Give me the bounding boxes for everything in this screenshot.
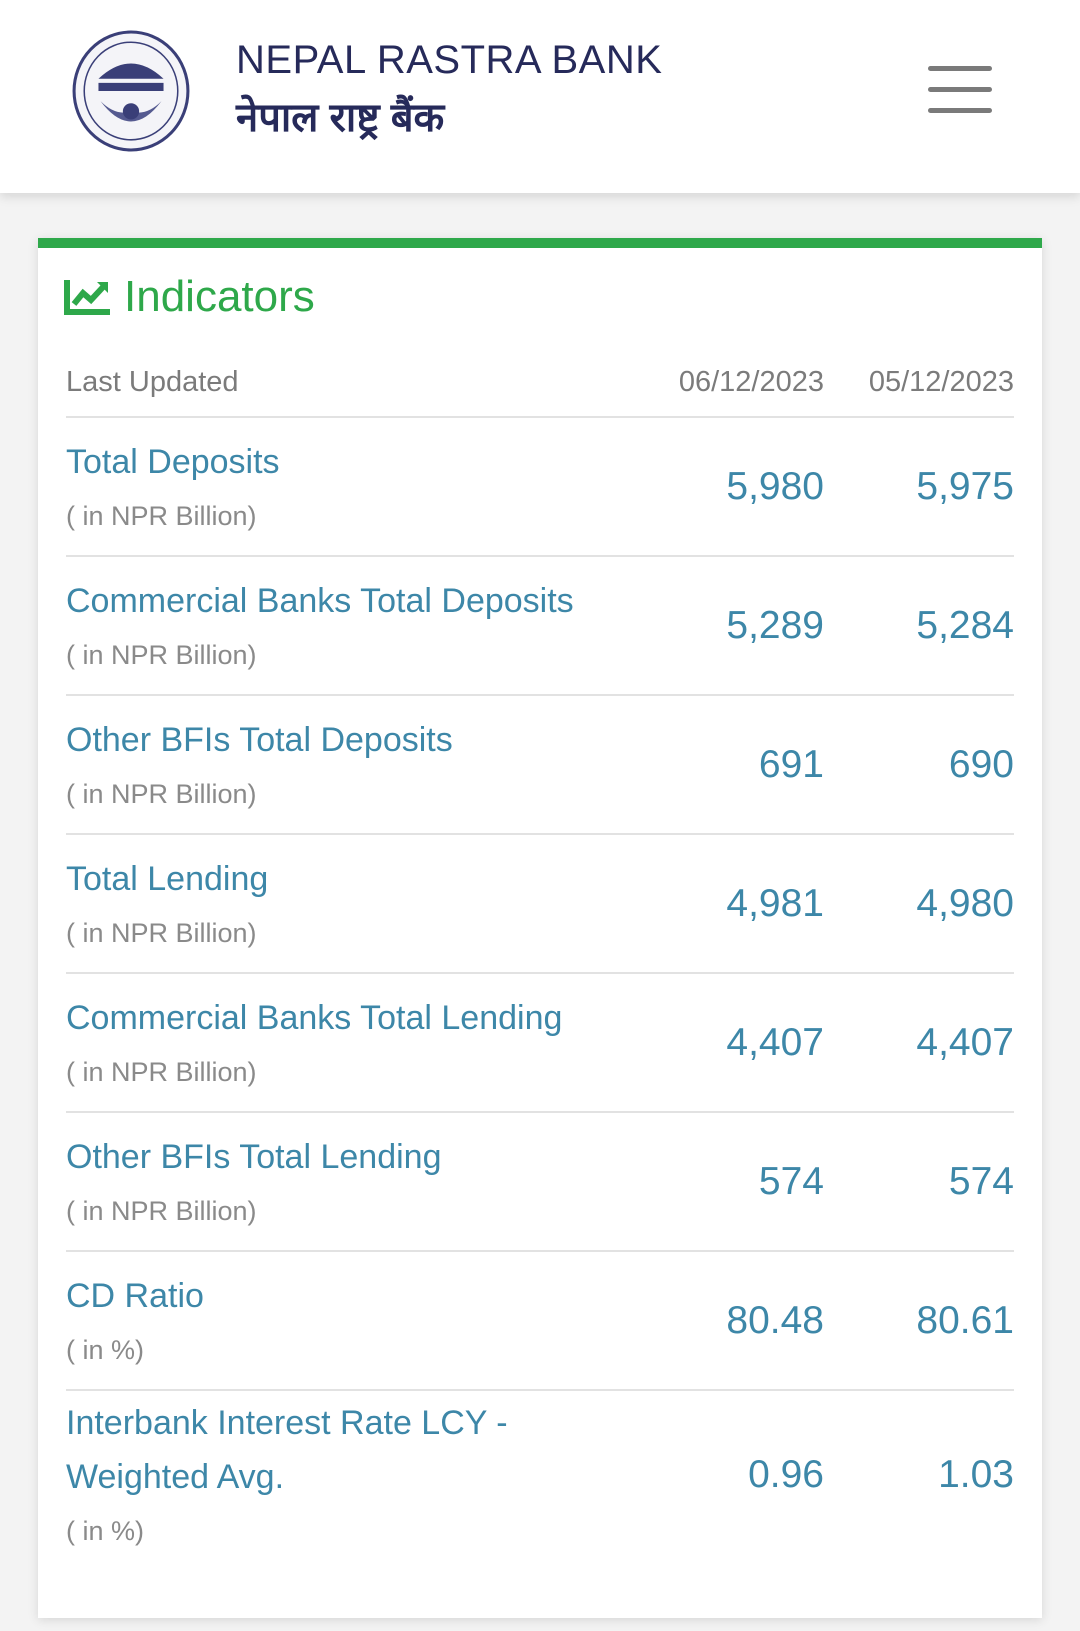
indicator-name: Total Deposits (66, 442, 280, 481)
indicator-row: Other BFIs Total Deposits ( in NPR Billi… (66, 694, 1014, 833)
indicator-label: Total Deposits ( in NPR Billion) (66, 431, 634, 543)
indicator-row: Total Deposits ( in NPR Billion) 5,980 5… (66, 416, 1014, 555)
indicator-name: Commercial Banks Total Lending (66, 998, 563, 1037)
brand-name-nepali: नेपाल राष्ट्र बैंक (236, 96, 445, 140)
indicators-card: Indicators Last Updated 06/12/2023 05/12… (38, 238, 1042, 1618)
indicator-name: Other BFIs Total Deposits (66, 720, 453, 759)
indicator-unit: ( in NPR Billion) (66, 1195, 257, 1226)
header: NEPAL RASTRA BANK नेपाल राष्ट्र बैंक (0, 0, 1080, 193)
indicator-name: Commercial Banks Total Deposits (66, 581, 574, 620)
date-column-2: 05/12/2023 (868, 366, 1014, 398)
indicator-name: Interbank Interest Rate LCY - Weighted A… (66, 1404, 508, 1496)
indicator-label: Interbank Interest Rate LCY - Weighted A… (66, 1392, 634, 1558)
indicator-value-2: 574 (948, 1159, 1014, 1203)
indicator-unit: ( in NPR Billion) (66, 639, 257, 670)
indicator-value-2: 1.03 (938, 1453, 1014, 1496)
indicator-name: Total Lending (66, 859, 269, 898)
card-title-text: Indicators (124, 272, 315, 321)
date-column-1: 06/12/2023 (678, 366, 824, 398)
indicator-value-2: 5,284 (916, 603, 1014, 647)
indicator-value-1: 0.96 (748, 1453, 824, 1496)
indicator-value-2: 5,975 (916, 464, 1014, 508)
indicator-label: Commercial Banks Total Deposits ( in NPR… (66, 570, 634, 682)
indicator-row: CD Ratio ( in %) 80.48 80.61 (66, 1250, 1014, 1389)
last-updated-header: Last Updated 06/12/2023 05/12/2023 (66, 366, 1014, 399)
indicator-name: Other BFIs Total Lending (66, 1137, 442, 1176)
indicator-label: CD Ratio ( in %) (66, 1265, 634, 1377)
indicator-value-1: 4,981 (726, 881, 824, 925)
indicator-row: Other BFIs Total Lending ( in NPR Billio… (66, 1111, 1014, 1250)
indicator-row: Total Lending ( in NPR Billion) 4,981 4,… (66, 833, 1014, 972)
indicator-value-1: 574 (758, 1159, 824, 1203)
indicator-row: Commercial Banks Total Deposits ( in NPR… (66, 555, 1014, 694)
indicator-value-1: 5,289 (726, 603, 824, 647)
bank-logo[interactable] (70, 30, 192, 152)
indicator-label: Commercial Banks Total Lending ( in NPR … (66, 987, 634, 1099)
card-title: Indicators (64, 272, 315, 322)
indicator-value-1: 4,407 (726, 1020, 824, 1064)
indicator-value-2: 690 (948, 742, 1014, 786)
brand-name-english: NEPAL RASTRA BANK (236, 38, 663, 82)
indicator-unit: ( in NPR Billion) (66, 500, 257, 531)
line-chart-icon (64, 280, 110, 315)
hamburger-menu-icon[interactable] (928, 66, 992, 116)
indicator-unit: ( in NPR Billion) (66, 917, 257, 948)
indicator-value-2: 4,407 (916, 1020, 1014, 1064)
indicator-label: Other BFIs Total Lending ( in NPR Billio… (66, 1126, 634, 1238)
indicator-unit: ( in %) (66, 1516, 145, 1546)
indicator-unit: ( in NPR Billion) (66, 1056, 257, 1087)
indicator-row: Commercial Banks Total Lending ( in NPR … (66, 972, 1014, 1111)
indicator-row: Interbank Interest Rate LCY - Weighted A… (66, 1389, 1014, 1559)
indicator-name: CD Ratio (66, 1276, 204, 1315)
indicator-unit: ( in NPR Billion) (66, 778, 257, 809)
indicator-value-2: 4,980 (916, 881, 1014, 925)
indicator-label: Total Lending ( in NPR Billion) (66, 848, 634, 960)
indicator-value-1: 5,980 (726, 464, 824, 508)
indicator-value-2: 80.61 (916, 1298, 1014, 1342)
indicator-unit: ( in %) (66, 1334, 145, 1365)
indicator-value-1: 80.48 (726, 1298, 824, 1342)
last-updated-label: Last Updated (66, 366, 239, 398)
indicator-label: Other BFIs Total Deposits ( in NPR Billi… (66, 709, 634, 821)
indicator-value-1: 691 (758, 742, 824, 786)
indicator-list: Total Deposits ( in NPR Billion) 5,980 5… (66, 416, 1014, 1559)
